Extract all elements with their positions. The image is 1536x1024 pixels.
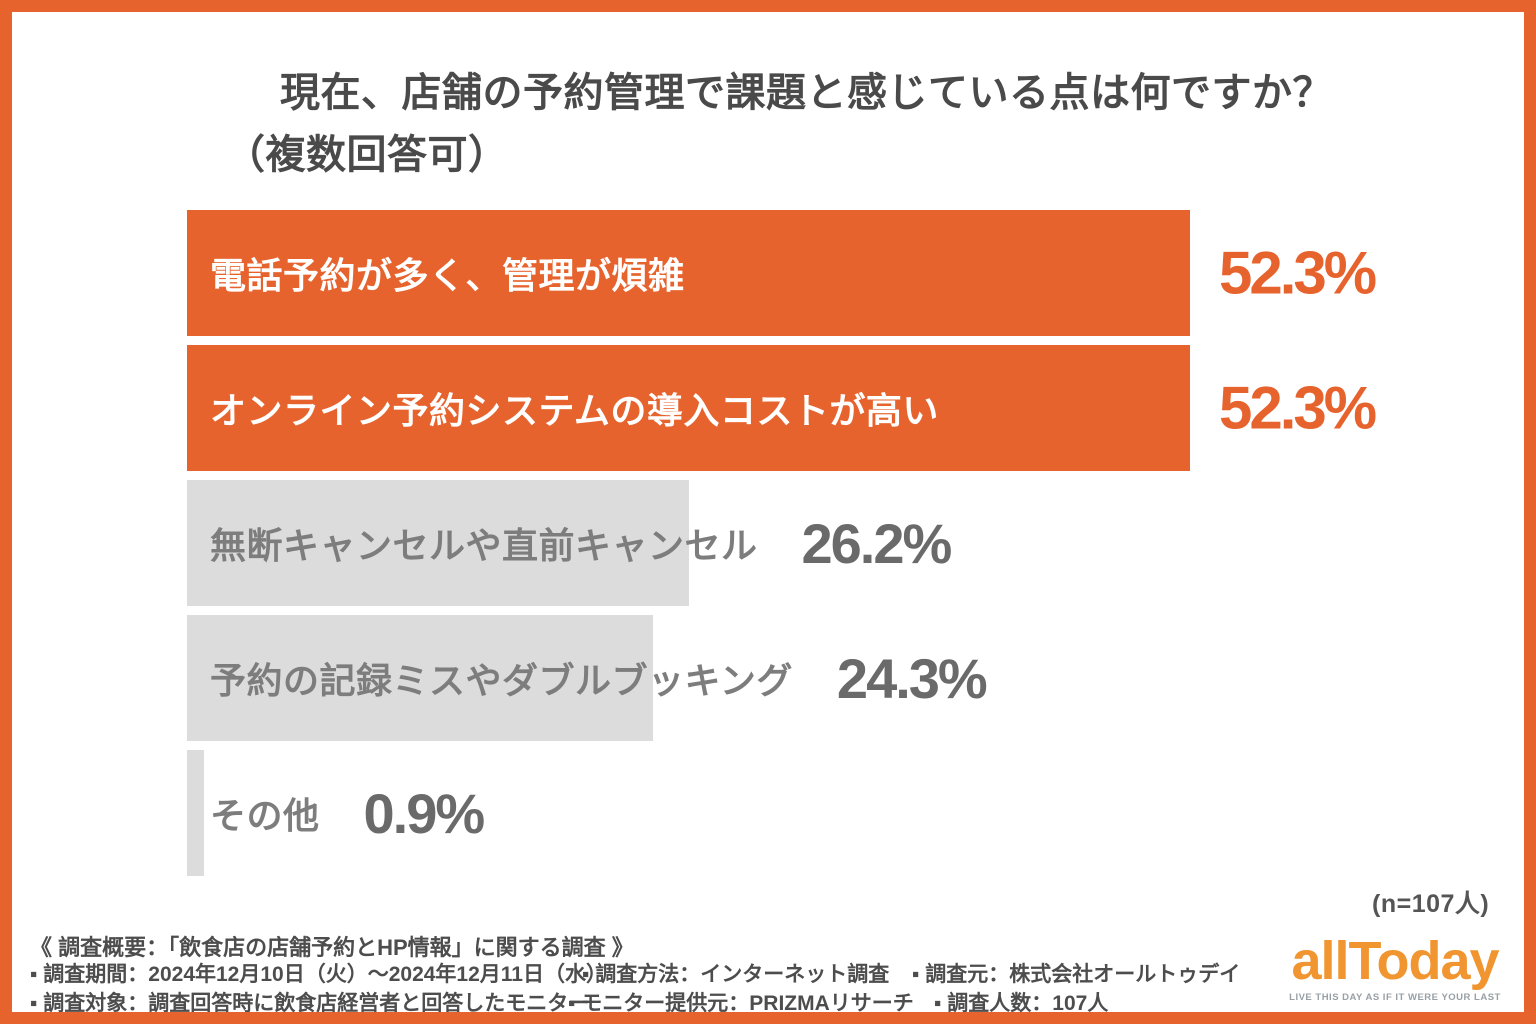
bar-content: 電話予約が多く、管理が煩雑 52.3%	[187, 210, 1403, 336]
bar-label: その他	[210, 795, 320, 836]
bar-label: 予約の記録ミスやダブルブッキング	[210, 660, 793, 701]
monitor-provider-item: ▪ モニター提供元：PRIZMAリサーチ	[568, 992, 914, 1015]
chart-row: オンライン予約システムの導入コストが高い 52.3%	[187, 345, 1403, 471]
sample-size-note: (n=107人)	[1372, 890, 1490, 918]
survey-method-item: ▪ 調査方法：インターネット調査	[582, 963, 890, 986]
bar-label: 電話予約が多く、管理が煩雑	[210, 255, 685, 296]
chart-title-line2: （複数回答可）	[225, 133, 509, 177]
survey-period-item: ▪ 調査期間：2024年12月10日（火）〜2024年12月11日（水）	[30, 963, 607, 986]
chart-row: 予約の記録ミスやダブルブッキング 24.3%	[187, 615, 1403, 741]
chart-title: 現在、店舗の予約管理で課題と感じている点は何ですか？ （複数回答可）	[225, 62, 1333, 186]
bar-value: 24.3%	[836, 646, 988, 710]
chart-row: その他 0.9%	[187, 750, 1403, 876]
bar-value: 52.3%	[1219, 239, 1377, 307]
bar-content: 予約の記録ミスやダブルブッキング 24.3%	[187, 615, 1403, 741]
chart-title-line1: 現在、店舗の予約管理で課題と感じている点は何ですか？	[280, 71, 1333, 115]
bar-content: その他 0.9%	[187, 750, 1403, 876]
survey-target-item: ▪ 調査対象：調査回答時に飲食店経営者と回答したモニター	[30, 992, 590, 1015]
survey-source-item: ▪ 調査元：株式会社オールトゥデイ	[912, 963, 1241, 986]
survey-detail-line-1: ▪ 調査期間：2024年12月10日（火）〜2024年12月11日（水） ▪ 調…	[12, 958, 1262, 986]
respondent-count-item: ▪ 調査人数：107人	[934, 992, 1109, 1015]
bar	[187, 615, 653, 741]
bar	[187, 480, 689, 606]
chart-row: 電話予約が多く、管理が煩雑 52.3%	[187, 210, 1403, 336]
alltoday-logo-text: allToday	[1291, 931, 1499, 991]
bar-value: 0.9%	[363, 781, 486, 845]
alltoday-logo: allToday LIVE THIS DAY AS IF IT WERE YOU…	[1270, 931, 1520, 1004]
survey-overview-heading: 《 調査概要：「飲食店の店舗予約とHP情報」に関する調査 》	[30, 935, 634, 960]
bar	[187, 345, 1190, 471]
bar-content: オンライン予約システムの導入コストが高い 52.3%	[187, 345, 1403, 471]
survey-detail-line-2: ▪ 調査対象：調査回答時に飲食店経営者と回答したモニター ▪ モニター提供元：P…	[12, 987, 1262, 1012]
chart-row: 無断キャンセルや直前キャンセル 26.2%	[187, 480, 1403, 606]
bar-label: 無断キャンセルや直前キャンセル	[210, 525, 758, 566]
bar-value: 26.2%	[801, 511, 953, 575]
bar-content: 無断キャンセルや直前キャンセル 26.2%	[187, 480, 1403, 606]
bar	[187, 210, 1190, 336]
bar-value: 52.3%	[1219, 374, 1377, 442]
alltoday-logo-tagline: LIVE THIS DAY AS IF IT WERE YOUR LAST	[1289, 992, 1501, 1004]
bar-chart: 電話予約が多く、管理が煩雑 52.3% オンライン予約システムの導入コストが高い 52…	[187, 210, 1403, 885]
bar	[187, 750, 204, 876]
bar-label: オンライン予約システムの導入コストが高い	[210, 390, 939, 431]
